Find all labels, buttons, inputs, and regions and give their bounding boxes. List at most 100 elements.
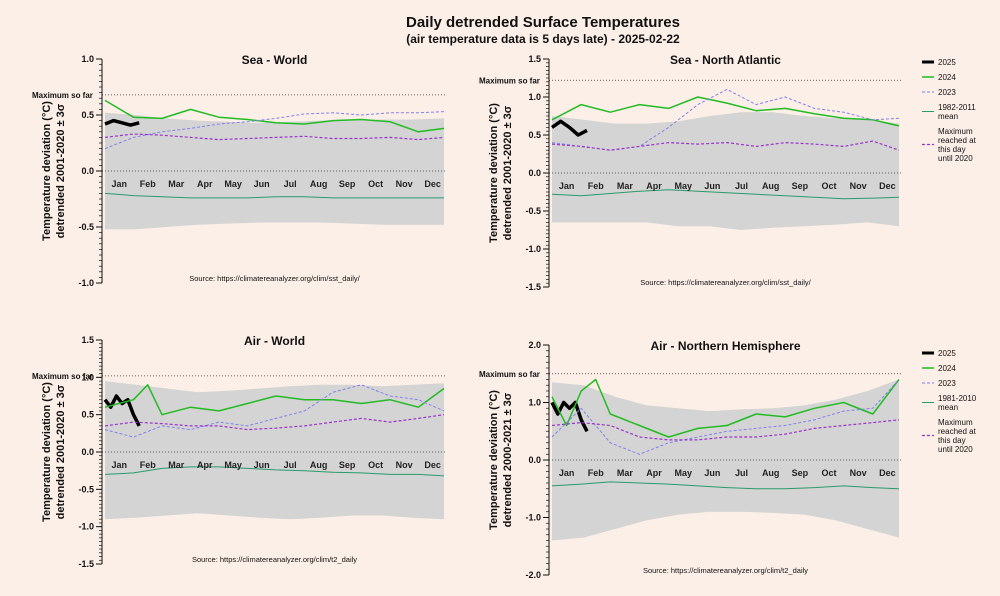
y-axis-label: Temperature deviation (°C)	[41, 101, 53, 241]
chart-title: Sea - North Atlantic	[670, 53, 781, 67]
legend-label: until 2020	[938, 154, 973, 163]
legend-label: Maximum	[938, 418, 973, 427]
month-label: Sep	[339, 460, 356, 470]
legend-label: until 2020	[938, 445, 973, 454]
chart-title: Air - World	[244, 334, 305, 348]
y-tick-label: 2.0	[528, 340, 541, 350]
month-label: Nov	[396, 460, 413, 470]
y-tick-label: -0.5	[525, 206, 541, 216]
source-label: Source: https://climatereanalyzer.org/cl…	[192, 555, 357, 564]
legend-label: 2025	[938, 58, 956, 67]
month-label: Feb	[588, 468, 605, 478]
y-tick-label: -2.0	[525, 570, 541, 580]
month-label: Dec	[424, 460, 441, 470]
y-axis-label-2: detrended 2001-2020 ± 3σ	[55, 384, 67, 519]
max-so-far-label: Maximum so far	[479, 370, 540, 379]
y-tick-label: -1.0	[78, 522, 94, 532]
y-axis-label-2: detrended 2000-2021 ± 3σ	[502, 392, 514, 527]
month-label: Mar	[168, 460, 185, 470]
legend-2: 2025202420231981-2010meanMaximumreached …	[922, 349, 977, 454]
legend-label: Maximum	[938, 127, 973, 136]
month-label: Apr	[646, 181, 662, 191]
month-label: May	[224, 460, 242, 470]
month-label: Apr	[197, 460, 213, 470]
chart-title: Air - Northern Hemisphere	[650, 339, 800, 353]
y-tick-label: -1.5	[78, 559, 94, 569]
legend-label: 2024	[938, 73, 956, 82]
month-label: Oct	[368, 179, 383, 189]
month-label: Jun	[254, 460, 270, 470]
month-label: May	[674, 181, 692, 191]
month-label: May	[224, 179, 242, 189]
legend-label: 2024	[938, 364, 956, 373]
month-label: Jan	[559, 181, 575, 191]
y-axis-label: Temperature deviation (°C)	[488, 103, 500, 243]
y-tick-label: -1.0	[525, 513, 541, 523]
y-tick-label: 1.0	[81, 54, 94, 64]
month-label: Aug	[310, 179, 328, 189]
month-label: Mar	[168, 179, 185, 189]
month-label: Nov	[850, 468, 867, 478]
source-label: Source: https://climatereanalyzer.org/cl…	[643, 566, 808, 575]
month-label: Jul	[735, 181, 748, 191]
y-tick-label: -1.0	[525, 244, 541, 254]
legend-label: 1981-2010	[938, 394, 977, 403]
y-axis-label-2: detrended 2001-2020 ± 3σ	[55, 103, 67, 238]
chart-panel-4: Maximum so far2.01.00.0-1.0-2.0JanFebMar…	[479, 339, 902, 580]
month-label: Dec	[424, 179, 441, 189]
legend-label: reached at	[938, 136, 977, 145]
legend-1: 2025202420231982-2011meanMaximumreached …	[922, 58, 977, 163]
chart-panel-1: Maximum so far1.00.50.0-0.5-1.0JanFebMar…	[32, 53, 447, 288]
month-label: Nov	[850, 181, 867, 191]
y-tick-label: -1.5	[525, 282, 541, 292]
sigma-band	[552, 112, 899, 230]
figure-title: Daily detrended Surface Temperatures	[406, 14, 680, 31]
y-tick-label: 1.5	[528, 54, 541, 64]
month-label: Sep	[339, 179, 356, 189]
month-label: Jul	[735, 468, 748, 478]
month-label: Aug	[310, 460, 328, 470]
month-label: Jun	[704, 181, 720, 191]
chart-panel-3: Maximum so far1.51.00.50.0-0.5-1.0-1.5Ja…	[32, 334, 447, 569]
month-label: Jan	[559, 468, 575, 478]
month-label: Jun	[704, 468, 720, 478]
y-axis-label: Temperature deviation (°C)	[488, 390, 500, 530]
figure-subtitle: (air temperature data is 5 days late) - …	[406, 32, 680, 46]
month-label: Sep	[792, 468, 809, 478]
month-label: Feb	[140, 179, 157, 189]
month-label: Jan	[111, 179, 127, 189]
y-tick-label: 0.5	[81, 110, 94, 120]
y-tick-label: 0.0	[528, 168, 541, 178]
figure: Daily detrended Surface Temperatures (ai…	[0, 0, 1000, 596]
y-tick-label: -0.5	[78, 222, 94, 232]
source-label: Source: https://climatereanalyzer.org/cl…	[189, 274, 360, 283]
legend-label: this day	[938, 145, 966, 154]
month-label: Apr	[197, 179, 213, 189]
legend-label: 1982-2011	[938, 103, 976, 112]
month-label: Oct	[822, 468, 837, 478]
legend-label: reached at	[938, 427, 977, 436]
month-label: Aug	[762, 468, 780, 478]
month-label: Jul	[284, 179, 297, 189]
y-axis-label-2: detrended 2001-2020 ± 3σ	[502, 105, 514, 240]
legend-label: 2023	[938, 379, 956, 388]
month-label: Apr	[646, 468, 662, 478]
month-label: May	[674, 468, 692, 478]
y-tick-label: -0.5	[78, 484, 94, 494]
legend-label: mean	[938, 403, 958, 412]
chart-title: Sea - World	[242, 53, 308, 67]
y-tick-label: 0.0	[81, 447, 94, 457]
source-label: Source: https://climatereanalyzer.org/cl…	[640, 278, 811, 287]
y-tick-label: 0.5	[528, 130, 541, 140]
y-tick-label: 0.0	[81, 166, 94, 176]
month-label: Aug	[762, 181, 780, 191]
month-label: Nov	[396, 179, 413, 189]
chart-panel-2: Maximum so far1.51.00.50.0-0.5-1.0-1.5Ja…	[479, 53, 902, 292]
month-label: Feb	[140, 460, 157, 470]
y-tick-label: 0.5	[81, 410, 94, 420]
y-tick-label: 1.0	[528, 92, 541, 102]
y-tick-label: 1.0	[81, 372, 94, 382]
y-tick-label: 0.0	[528, 455, 541, 465]
month-label: Dec	[879, 468, 896, 478]
legend-label: this day	[938, 436, 966, 445]
